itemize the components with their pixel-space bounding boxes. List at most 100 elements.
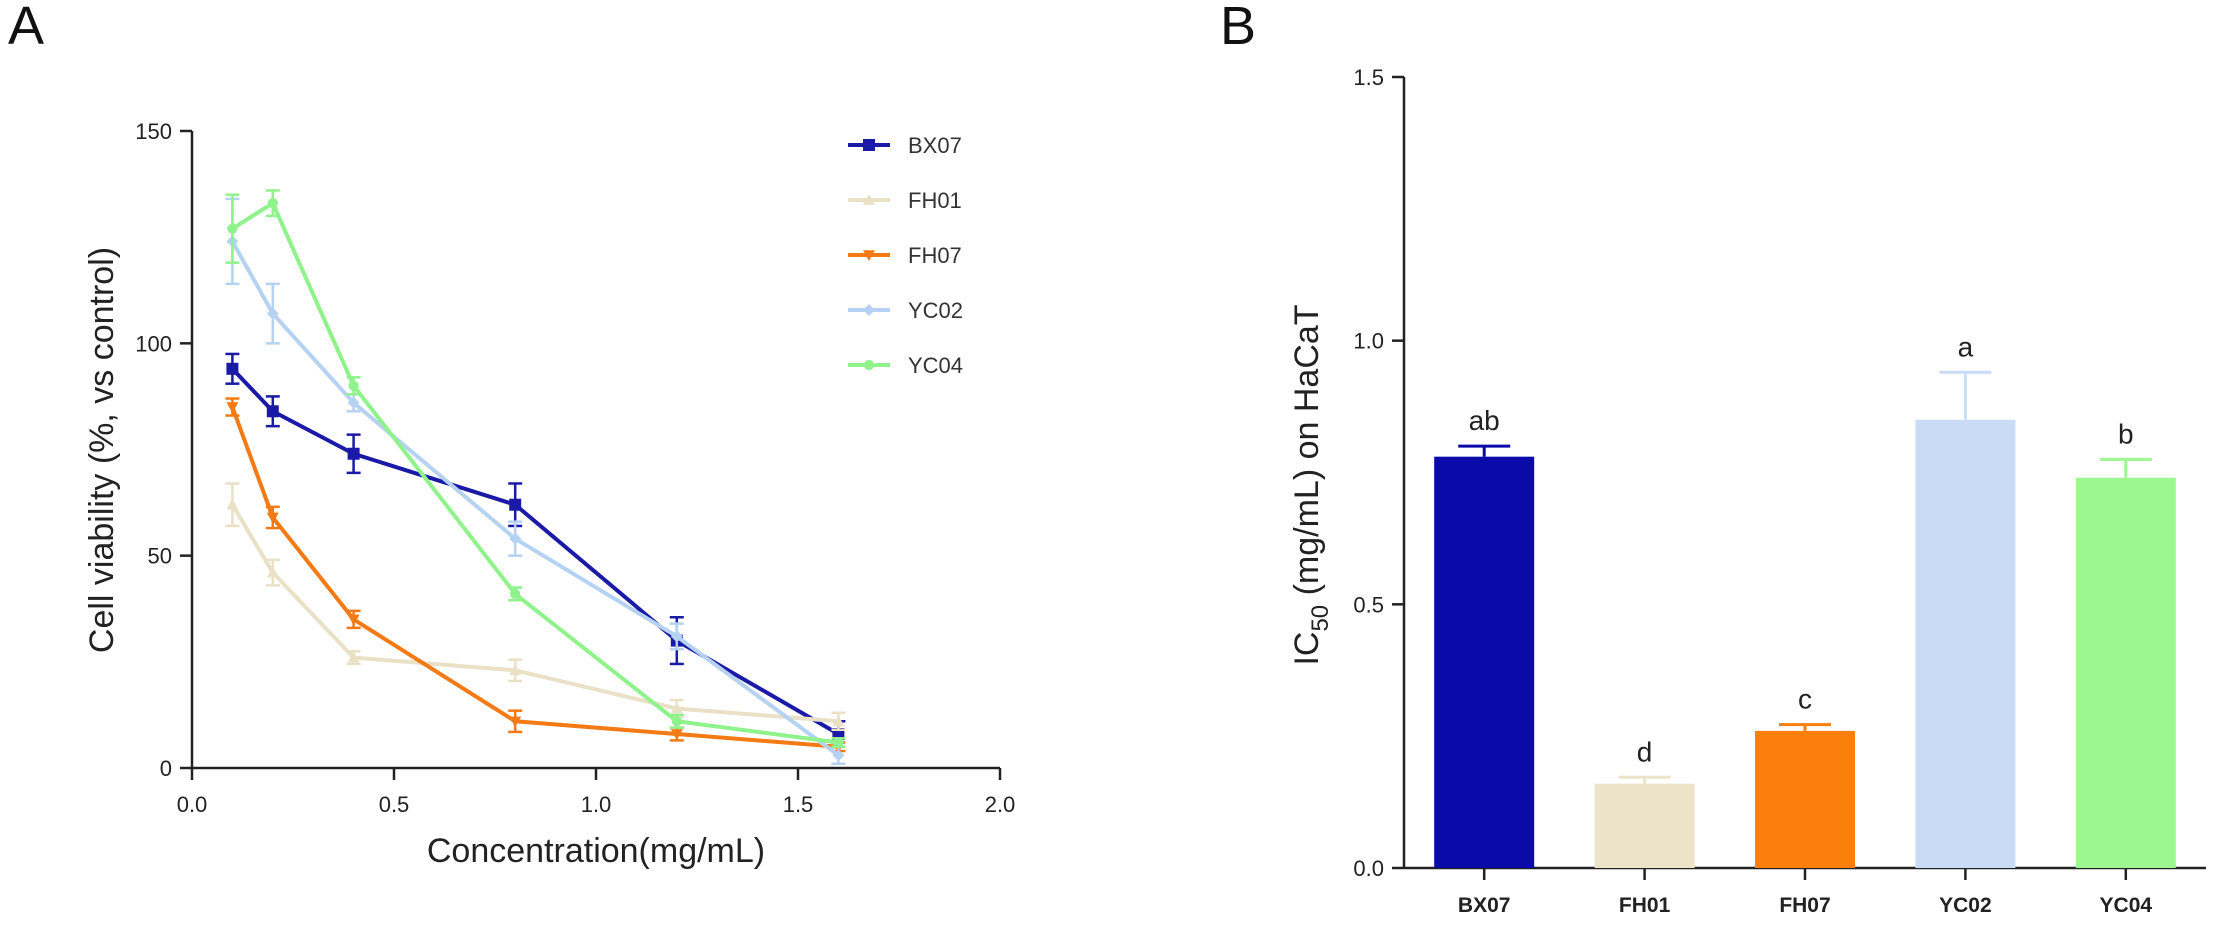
line-chart-y-axis-title: Cell viability (%, vs control) (83, 247, 121, 653)
series-yc02 (225, 197, 846, 766)
legend-marker (863, 139, 875, 151)
legend-label: YC04 (908, 353, 963, 378)
series-line (230, 503, 839, 724)
x-tick-label: 1.5 (783, 792, 814, 817)
legend-marker (863, 304, 875, 316)
bar-group-bx07: ab BX07 (1434, 405, 1535, 917)
bar (1755, 730, 1855, 868)
legend-item-fh07: FH07 (848, 243, 962, 268)
y-tick-label: 0.5 (1353, 592, 1384, 617)
data-point (267, 198, 278, 209)
category-label: YC04 (2100, 894, 2153, 917)
data-point (347, 651, 360, 663)
legend-marker (863, 194, 875, 205)
legend-item-yc04: YC04 (848, 353, 963, 378)
data-point (347, 447, 360, 460)
data-point (266, 512, 279, 524)
bar (1594, 783, 1695, 868)
legend-item-yc02: YC02 (848, 298, 963, 323)
category-label: FH07 (1779, 894, 1830, 917)
data-point (226, 362, 239, 375)
category-label: FH01 (1619, 894, 1671, 917)
line-chart-y-ticks: 0 50 100 150 (135, 119, 192, 781)
data-point (266, 566, 279, 578)
legend-marker (863, 359, 875, 371)
y-title-ic: IC (1288, 632, 1326, 666)
line-chart-x-axis-title: Concentration(mg/mL) (427, 832, 765, 870)
bar-chart: 0.00.51.01.5 abBX07dFH01cFH07aYC02bYC04 … (1288, 65, 2206, 917)
y-tick-label: 50 (148, 544, 172, 569)
series-yc04 (225, 189, 846, 749)
data-point (227, 223, 238, 234)
y-tick-label: 100 (135, 331, 172, 356)
y-tick-label: 0.0 (1353, 856, 1384, 881)
data-point (226, 402, 239, 414)
bar (2075, 477, 2176, 868)
line-chart-legend: BX07 FH01 FH07 YC02 YC04 (848, 133, 963, 378)
series-line (230, 240, 840, 757)
significance-label: c (1798, 684, 1812, 715)
data-point (670, 630, 683, 643)
bar-chart-y-axis-title: IC50 (mg/mL) on HaCaT (1288, 304, 1334, 665)
series-fh01 (225, 482, 846, 732)
y-title-rest: (mg/mL) on HaCaT (1288, 304, 1326, 604)
category-label: BX07 (1458, 894, 1511, 917)
data-point (509, 664, 522, 676)
legend-label: FH07 (908, 243, 962, 268)
y-tick-label: 1.0 (1353, 329, 1384, 354)
data-point (348, 380, 359, 391)
legend-label: YC02 (908, 298, 963, 323)
legend-label: FH01 (908, 188, 962, 213)
y-title-subscript: 50 (1307, 605, 1334, 632)
y-tick-label: 0 (160, 756, 172, 781)
legend-item-bx07: BX07 (848, 133, 962, 158)
data-point (510, 588, 521, 599)
legend-item-fh01: FH01 (848, 188, 962, 213)
data-point (832, 749, 845, 762)
data-point (509, 532, 522, 545)
series-fh07 (225, 397, 846, 753)
bar-group-yc04: b YC04 (2075, 418, 2176, 917)
panel-label-b: B (1220, 0, 1256, 56)
series-line (230, 406, 839, 749)
data-point (670, 702, 683, 714)
data-point (266, 307, 279, 320)
legend-label: BX07 (908, 133, 962, 158)
legend-marker (863, 250, 875, 261)
data-point (671, 716, 682, 727)
data-point (266, 405, 279, 418)
bar (1434, 456, 1535, 868)
x-tick-label: 0.5 (379, 792, 410, 817)
bar-chart-y-ticks: 0.0 0.5 1.0 1.5 (1353, 65, 1404, 881)
significance-label: a (1958, 331, 1974, 362)
data-point (833, 737, 844, 748)
significance-label: ab (1469, 405, 1500, 436)
data-point (347, 396, 360, 409)
bar-group-fh07: c FH07 (1755, 684, 1855, 917)
bar (1915, 419, 2016, 868)
y-tick-label: 1.5 (1353, 65, 1384, 90)
line-chart-series-group (225, 189, 846, 766)
bar-group-yc02: a YC02 (1915, 331, 2016, 917)
data-point (347, 614, 360, 626)
data-point (670, 729, 683, 741)
significance-label: d (1637, 736, 1653, 767)
line-chart-axes (190, 131, 1000, 770)
series-line (231, 201, 839, 745)
bar-group-fh01: d FH01 (1594, 736, 1695, 917)
data-point (509, 716, 522, 728)
x-tick-label: 2.0 (985, 792, 1016, 817)
category-label: YC02 (1939, 894, 1992, 917)
line-chart: 0 50 100 150 0.0 0.5 1.0 1.5 2.0 Cell viability… (83, 119, 1015, 870)
significance-label: b (2118, 418, 2134, 449)
y-tick-label: 150 (135, 119, 172, 144)
line-chart-x-ticks: 0.0 0.5 1.0 1.5 2.0 (177, 768, 1016, 817)
x-tick-label: 1.0 (581, 792, 612, 817)
data-point (226, 498, 239, 510)
panel-label-a: A (8, 0, 44, 56)
data-point (509, 498, 522, 511)
data-point (832, 715, 845, 727)
bar-chart-bars: ab BX07 d FH01 c FH07 a YC02 b YC04 (1434, 331, 2176, 917)
x-tick-label: 0.0 (177, 792, 208, 817)
